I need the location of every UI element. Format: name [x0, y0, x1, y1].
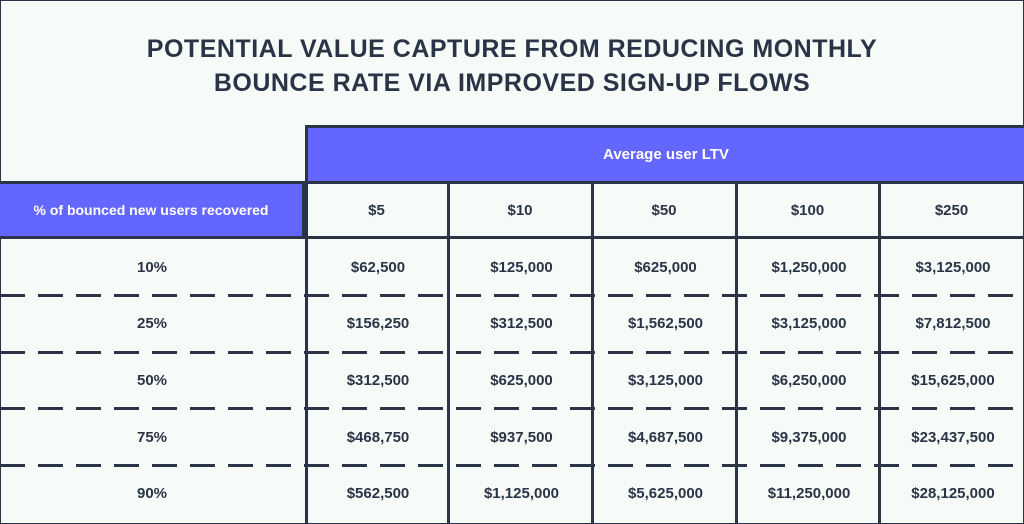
- table-cell: $3,125,000: [915, 258, 991, 276]
- table-cell: $23,437,500: [911, 428, 995, 446]
- table-cell: $156,250: [346, 315, 410, 333]
- row-label: 75%: [136, 428, 168, 446]
- column-header: $250: [879, 181, 1024, 239]
- row-divider: [0, 463, 1024, 467]
- column-divider: [305, 125, 308, 524]
- table-cell: $5,625,000: [627, 485, 704, 503]
- chart-title: POTENTIAL VALUE CAPTURE FROM REDUCING MO…: [0, 32, 1024, 100]
- table-cell: $15,625,000: [911, 371, 995, 389]
- table-cell: $3,125,000: [627, 371, 704, 389]
- row-label: 50%: [136, 371, 168, 389]
- table-cell: $11,250,000: [767, 485, 851, 503]
- table-cell: $28,125,000: [911, 485, 995, 503]
- table-cell: $3,125,000: [771, 315, 847, 333]
- table-cell: $62,500: [350, 258, 406, 276]
- column-header: $5: [305, 181, 448, 239]
- table-cell: $6,250,000: [771, 371, 847, 389]
- row-label: 25%: [136, 315, 168, 333]
- table-cell: $562,500: [346, 485, 410, 503]
- table-cell: $125,000: [490, 258, 553, 276]
- row-header-label: % of bounced new users recovered: [0, 181, 305, 239]
- table-cell: $625,000: [634, 258, 697, 276]
- column-header: $50: [592, 181, 736, 239]
- column-group-header: Average user LTV: [305, 125, 1024, 181]
- table-cell: $4,687,500: [627, 428, 704, 446]
- table-cell: $937,500: [490, 428, 553, 446]
- table-cell: $1,250,000: [771, 258, 847, 276]
- column-header: $10: [448, 181, 592, 239]
- table-cell: $312,500: [490, 315, 553, 333]
- row-label: 10%: [136, 258, 168, 276]
- table-cell: $1,562,500: [627, 315, 704, 333]
- table-cell: $9,375,000: [771, 428, 847, 446]
- table-cell: $1,125,000: [483, 485, 560, 503]
- table-cell: $468,750: [346, 428, 410, 446]
- table-cell: $7,812,500: [915, 315, 991, 333]
- row-divider: [0, 350, 1024, 354]
- row-divider: [0, 407, 1024, 411]
- row-divider: [0, 294, 1024, 298]
- row-label: 90%: [136, 485, 168, 503]
- table-cell: $625,000: [490, 371, 553, 389]
- chart-title-line-2: BOUNCE RATE VIA IMPROVED SIGN-UP FLOWS: [213, 69, 811, 97]
- column-header: $100: [736, 181, 879, 239]
- chart-title-line-1: POTENTIAL VALUE CAPTURE FROM REDUCING MO…: [146, 35, 878, 63]
- table-cell: $312,500: [346, 371, 410, 389]
